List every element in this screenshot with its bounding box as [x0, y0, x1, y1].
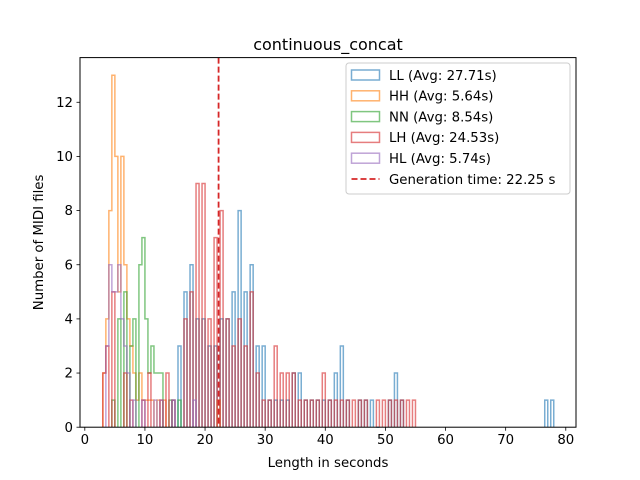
- series-1-step-outline: [102, 74, 221, 428]
- x-tick-label: 30: [257, 433, 274, 448]
- x-tick-label: 10: [136, 433, 153, 448]
- x-tick-label: 20: [197, 433, 214, 448]
- x-tick-label: 0: [81, 433, 89, 448]
- y-tick-label: 12: [56, 96, 73, 111]
- legend: LL (Avg: 27.71s) HH (Avg: 5.64s) NN (Avg: …: [345, 62, 571, 195]
- histogram-series-layer: [102, 74, 555, 428]
- y-tick-label: 10: [56, 150, 73, 165]
- legend-swatch: [350, 131, 381, 144]
- y-tick-label: 4: [65, 312, 73, 327]
- y-axis-label: Number of MIDI files: [32, 175, 47, 311]
- legend-swatch: [350, 110, 381, 123]
- x-tick-label: 70: [497, 433, 514, 448]
- y-axis-ticks: 0 2 4 6 8 10 12: [56, 96, 80, 436]
- legend-swatch: [350, 152, 381, 164]
- legend-swatch: [350, 90, 381, 102]
- x-tick-label: 40: [317, 433, 334, 448]
- legend-box: [345, 62, 571, 195]
- legend-label: HH (Avg: 5.64s): [389, 90, 493, 105]
- legend-label: NN (Avg: 8.54s): [389, 110, 493, 125]
- series-4-step-outline: [105, 263, 197, 428]
- legend-label: LL (Avg: 27.71s): [389, 69, 497, 84]
- y-tick-label: 6: [65, 258, 73, 273]
- x-tick-label: 50: [377, 433, 394, 448]
- x-tick-label: 80: [557, 433, 574, 448]
- x-tick-label: 60: [437, 433, 454, 448]
- y-tick-label: 8: [65, 204, 73, 219]
- plot-frame: [79, 57, 577, 428]
- y-tick-label: 2: [65, 367, 73, 382]
- legend-label: LH (Avg: 24.53s): [389, 131, 499, 146]
- x-axis-label: Length in seconds: [268, 456, 389, 471]
- x-axis-ticks: 0 10 20 30 40 50 60 70 80: [81, 427, 574, 448]
- legend-swatch: [350, 69, 381, 81]
- legend-label: HL (Avg: 5.74s): [389, 152, 491, 167]
- legend-label: Generation time: 22.25 s: [389, 173, 555, 188]
- y-tick-label: 0: [65, 421, 73, 436]
- chart-title: continuous_concat: [253, 35, 403, 55]
- legend-entries: LL (Avg: 27.71s) HH (Avg: 5.64s) NN (Avg: …: [350, 69, 555, 188]
